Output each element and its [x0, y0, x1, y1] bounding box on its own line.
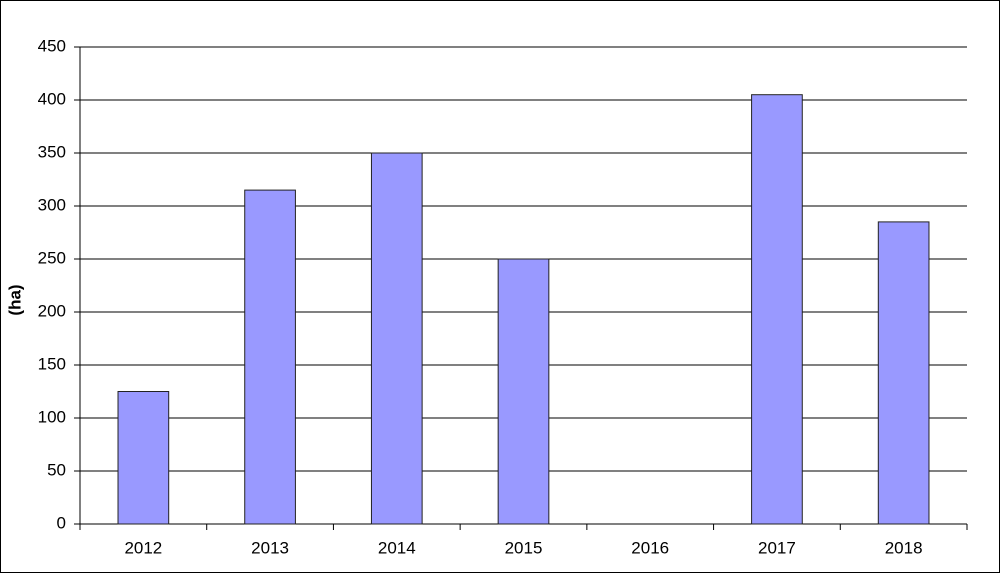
bar — [751, 94, 803, 525]
x-tick-label: 2016 — [631, 538, 669, 557]
y-tick-label: 250 — [38, 248, 66, 267]
x-tick-label: 2017 — [758, 538, 796, 557]
y-axis-label: (ha) — [5, 284, 24, 315]
x-tick-label: 2018 — [885, 538, 923, 557]
bar — [497, 258, 550, 525]
bar — [244, 189, 296, 525]
y-tick-label: 400 — [38, 89, 66, 108]
bar — [370, 152, 423, 525]
bar — [877, 221, 930, 525]
x-tick-label: 2014 — [378, 538, 416, 557]
y-tick-label: 450 — [38, 36, 66, 55]
y-tick-label: 200 — [38, 301, 66, 320]
bar — [117, 391, 170, 525]
x-tick-label: 2015 — [505, 538, 543, 557]
x-tick-label: 2012 — [124, 538, 162, 557]
y-tick-label: 50 — [47, 460, 66, 479]
y-tick-label: 300 — [38, 195, 66, 214]
x-tick-label: 2013 — [251, 538, 289, 557]
y-tick-label: 100 — [38, 407, 66, 426]
y-tick-label: 350 — [38, 142, 66, 161]
y-tick-label: 150 — [38, 354, 66, 373]
y-tick-label: 0 — [57, 513, 66, 532]
